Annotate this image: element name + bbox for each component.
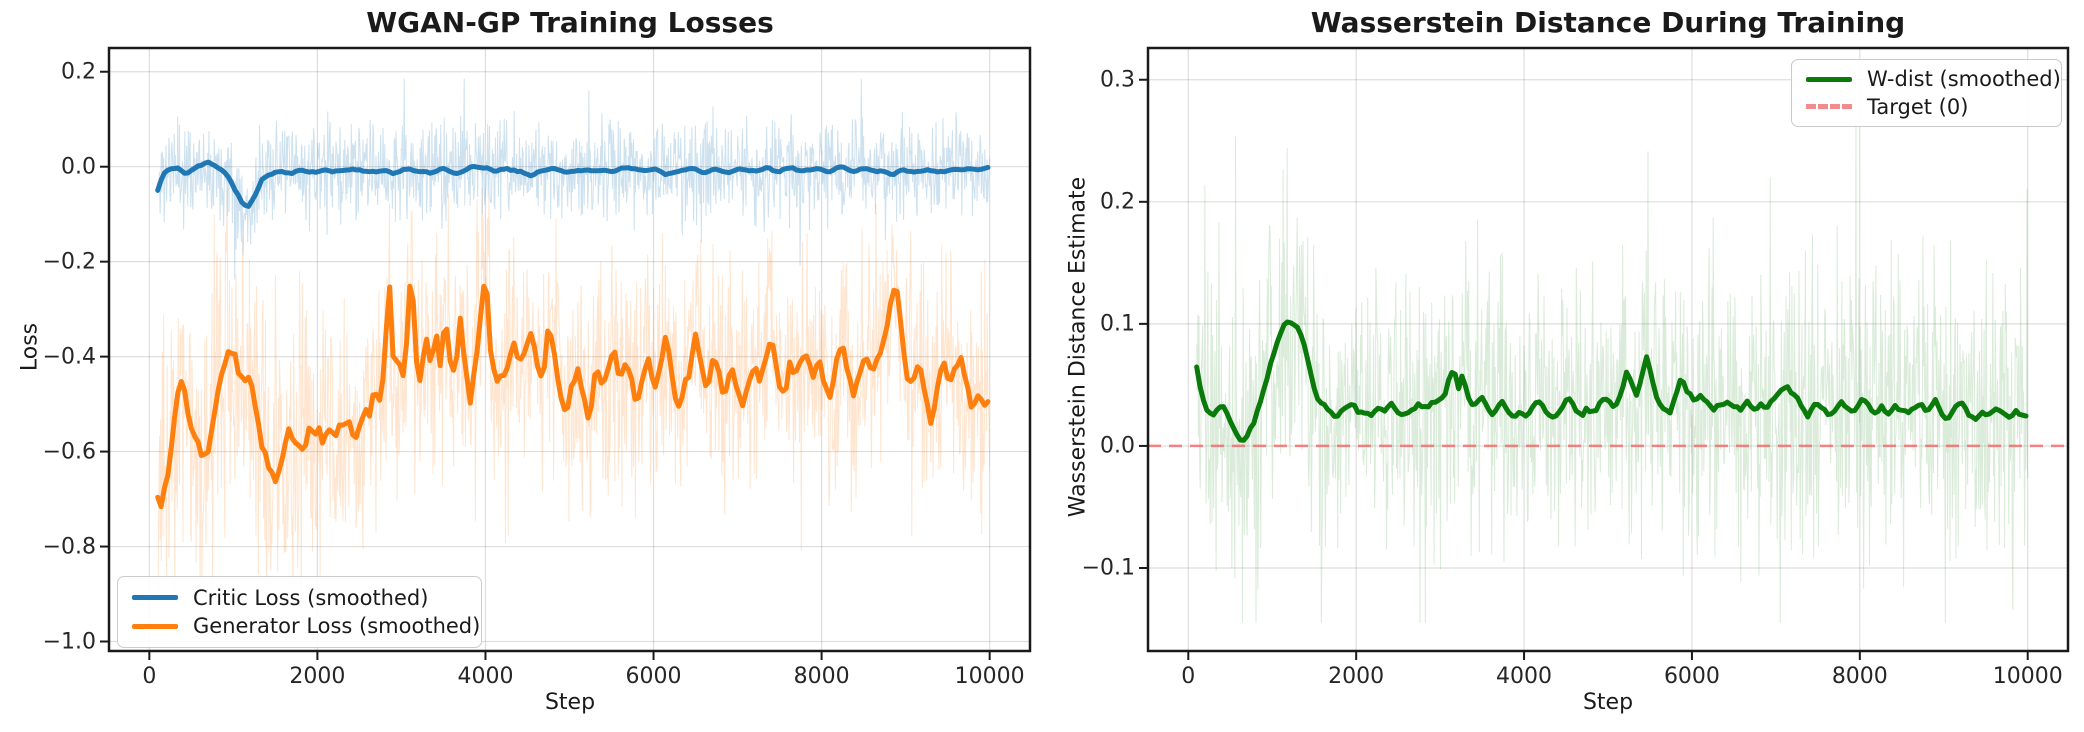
raw-trace-losses xyxy=(157,78,990,280)
axes-spines xyxy=(1146,46,2070,653)
legend-line-sample xyxy=(1806,76,1852,82)
x-tick-label: 6000 xyxy=(1663,664,1720,689)
legend-line-sample xyxy=(132,595,178,601)
chart-title-wdist: Wasserstein Distance During Training xyxy=(1310,6,1906,39)
y-tick-label: −0.8 xyxy=(42,534,96,560)
line-losses xyxy=(155,283,991,510)
subplot-losses xyxy=(100,46,1032,660)
legend-line-sample xyxy=(132,623,178,629)
raw-trace-wdist xyxy=(1196,116,2028,623)
legend-entry: Generator Loss (smoothed) xyxy=(132,614,480,638)
y-tick-label: −0.4 xyxy=(42,344,96,370)
legend-losses: Critic Loss (smoothed) Generator Loss (sm… xyxy=(117,576,482,648)
y-tick-label: −1.0 xyxy=(42,629,96,654)
x-axis-label-losses: Step xyxy=(544,690,596,715)
x-tick-label: 6000 xyxy=(625,664,682,689)
legend-label: W-dist (smoothed) xyxy=(1867,67,2061,92)
legend-entry: Target (0) xyxy=(1806,95,2047,119)
y-tick-label: 0.1 xyxy=(1100,311,1135,337)
y-tick-label: 0.2 xyxy=(1100,189,1135,215)
x-tick-label: 2000 xyxy=(289,664,346,689)
y-tick-label: 0.2 xyxy=(61,59,96,85)
legend-label: Target (0) xyxy=(1867,94,1969,119)
y-tick-label: 0.3 xyxy=(1100,67,1135,93)
x-tick-label: 10000 xyxy=(954,664,1025,689)
y-tick-label: −0.6 xyxy=(42,439,96,465)
legend-line-sample xyxy=(1806,104,1852,110)
x-tick-label: 0 xyxy=(1181,664,1196,689)
axes-spines xyxy=(107,46,1032,653)
legend-entry: Critic Loss (smoothed) xyxy=(132,586,467,610)
x-tick-label: 2000 xyxy=(1328,664,1385,689)
x-axis-label-wdist: Step xyxy=(1582,690,1634,715)
line-wdist xyxy=(1194,319,2029,443)
legend-wdist: W-dist (smoothed) Target (0) xyxy=(1791,59,2062,127)
y-axis-label-wdist: Wasserstein Distance Estimate xyxy=(1065,176,1091,518)
x-tick-label: 10000 xyxy=(1992,664,2063,689)
line-losses xyxy=(155,159,991,209)
legend-label: Generator Loss (smoothed) xyxy=(193,614,481,639)
x-tick-label: 4000 xyxy=(1496,664,1553,689)
y-tick-label: −0.1 xyxy=(1081,555,1135,581)
raw-trace-losses xyxy=(157,188,990,623)
y-tick-label: 0.0 xyxy=(1100,433,1135,459)
legend-entry: W-dist (smoothed) xyxy=(1806,67,2061,91)
legend-label: Critic Loss (smoothed) xyxy=(193,585,429,610)
y-tick-label: 0.0 xyxy=(61,154,96,180)
chart-title-losses: WGAN-GP Training Losses xyxy=(366,6,774,39)
x-tick-label: 8000 xyxy=(1831,664,1888,689)
x-tick-label: 8000 xyxy=(793,664,850,689)
y-tick-label: −0.2 xyxy=(42,249,96,275)
x-tick-label: 4000 xyxy=(457,664,514,689)
subplot-wdist xyxy=(1139,46,2070,660)
x-tick-label: 0 xyxy=(142,664,157,689)
